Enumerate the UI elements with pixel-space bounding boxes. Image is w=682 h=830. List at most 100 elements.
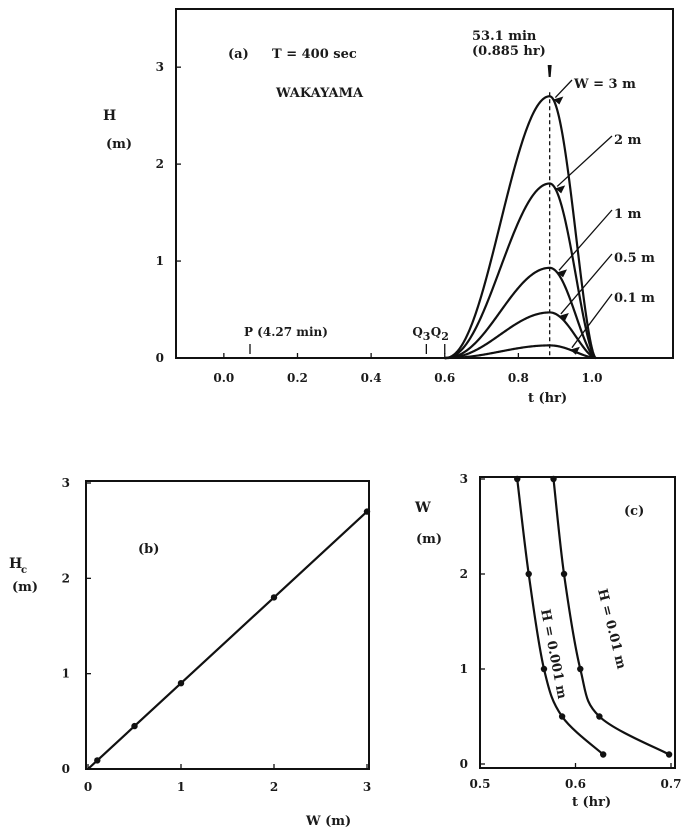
series-leader-line — [560, 253, 613, 315]
y-tick-label: 3 — [460, 472, 468, 486]
panel-c-ylabel-unit: (m) — [416, 532, 442, 547]
series-label-w01: 0.1 m — [614, 291, 655, 306]
x-tick-label: 0.6 — [434, 371, 455, 385]
data-point — [131, 722, 138, 730]
leader-arrow-icon — [569, 346, 580, 355]
data-point — [540, 665, 548, 673]
x-tick-label: 1 — [177, 780, 185, 794]
panel-a-markers: P (4.27 min) Q3 Q2 — [244, 325, 449, 354]
series-leader-line — [571, 293, 613, 349]
panel-b-points — [94, 508, 371, 764]
panel-b-ylabel-unit: (m) — [12, 580, 38, 595]
y-tick-label: 2 — [156, 157, 164, 171]
data-point — [363, 508, 371, 515]
panel-b-label: (b) — [138, 542, 159, 557]
time-marker-label: P (4.27 min) — [244, 325, 328, 339]
x-tick-label: 0.4 — [361, 371, 382, 385]
panel-c-x-ticks: 0.5 0.6 0.7 — [470, 763, 682, 791]
y-tick-label: 3 — [62, 476, 70, 490]
x-tick-label: 0 — [84, 780, 92, 794]
series-curve — [444, 311, 596, 360]
panel-c-label: (c) — [624, 504, 644, 519]
time-marker-subscript: 2 — [441, 330, 449, 343]
y-tick-label: 1 — [62, 667, 70, 681]
series-label-w2: 2 m — [614, 133, 642, 148]
series-curve — [444, 266, 597, 360]
panel-b: 0 1 2 3 0 1 2 3 (b) H c (m) W (m) — [9, 476, 371, 829]
y-tick-label: 3 — [156, 60, 164, 74]
time-marker-subscript: 3 — [423, 330, 431, 343]
panel-a-xlabel: t (hr) — [528, 391, 567, 406]
panel-a-condition: T = 400 sec — [272, 47, 357, 62]
x-tick-label: 1.0 — [582, 371, 603, 385]
panel-c-curves — [514, 475, 673, 758]
series-leader-line — [556, 135, 613, 187]
panel-a-x-ticks: 0.0 0.2 0.4 0.6 0.8 1.0 — [213, 353, 602, 385]
leader-arrow-icon — [553, 96, 564, 105]
series-label-w05: 0.5 m — [614, 251, 655, 266]
x-tick-label: 0.8 — [508, 371, 529, 385]
x-tick-label: 0.5 — [470, 777, 491, 791]
data-point — [94, 757, 101, 764]
data-point — [514, 475, 521, 483]
panel-a-ylabel: H — [103, 108, 116, 124]
panel-b-ylabel-sub: c — [21, 565, 27, 576]
x-tick-label: 0.7 — [661, 777, 682, 791]
data-point — [550, 475, 557, 483]
y-tick-label: 2 — [62, 571, 70, 585]
panel-c-y-ticks: 0 1 2 3 — [460, 472, 485, 771]
series-leader-line — [554, 79, 573, 98]
panel-a-label: (a) — [228, 47, 249, 62]
panel-c-xlabel: t (hr) — [572, 795, 611, 810]
time-marker-label: Q2 — [431, 325, 449, 343]
y-tick-label: 2 — [460, 567, 468, 581]
series-leader-line — [558, 209, 613, 271]
data-point — [560, 570, 568, 578]
leader-arrow-icon — [555, 185, 566, 194]
leader-arrow-icon — [558, 312, 569, 321]
panel-a-location: WAKAYAMA — [275, 86, 364, 101]
y-tick-label: 0 — [460, 757, 468, 771]
panel-b-ylabel: H — [9, 556, 22, 572]
data-point — [177, 680, 185, 687]
data-point — [665, 751, 673, 758]
series-curve — [444, 182, 597, 360]
data-point — [558, 713, 566, 720]
peak-time-sub: (0.885 hr) — [472, 44, 546, 59]
data-point — [599, 751, 607, 758]
panel-c-frame — [479, 476, 676, 769]
series-label-h001: H = 0.01 m — [594, 587, 628, 671]
y-tick-label: 1 — [156, 254, 164, 268]
y-tick-label: 0 — [156, 351, 164, 365]
panel-c-ylabel: W — [414, 500, 431, 516]
series-curve — [516, 478, 604, 756]
y-tick-label: 1 — [460, 662, 468, 676]
series-curve — [552, 478, 670, 756]
y-tick-label: 0 — [62, 762, 70, 776]
data-point — [577, 665, 584, 673]
peak-time-arrow-icon — [547, 65, 552, 77]
panel-b-line — [87, 510, 368, 770]
leader-arrow-icon — [557, 269, 568, 278]
peak-time-label: 53.1 min — [472, 29, 537, 44]
panel-a-frame — [175, 8, 674, 359]
x-tick-label: 0.0 — [213, 371, 234, 385]
panel-b-xlabel: W (m) — [305, 814, 351, 829]
series-label-w1: 1 m — [614, 207, 642, 222]
series-curve — [444, 95, 597, 360]
data-point — [525, 570, 532, 578]
panel-b-y-ticks: 0 1 2 3 — [62, 476, 91, 776]
time-marker-label: Q3 — [412, 325, 430, 343]
x-tick-label: 2 — [270, 780, 278, 794]
panel-b-frame — [85, 480, 370, 770]
panel-a-series-leaders — [553, 79, 613, 355]
panel-a-ylabel-unit: (m) — [106, 137, 132, 152]
x-tick-label: 0.2 — [287, 371, 308, 385]
series-label-w3: W = 3 m — [573, 77, 636, 92]
data-point — [596, 713, 603, 720]
panel-a-y-ticks: 0 1 2 3 — [156, 60, 181, 365]
panel-a-curves — [444, 95, 597, 360]
data-point — [270, 594, 278, 601]
